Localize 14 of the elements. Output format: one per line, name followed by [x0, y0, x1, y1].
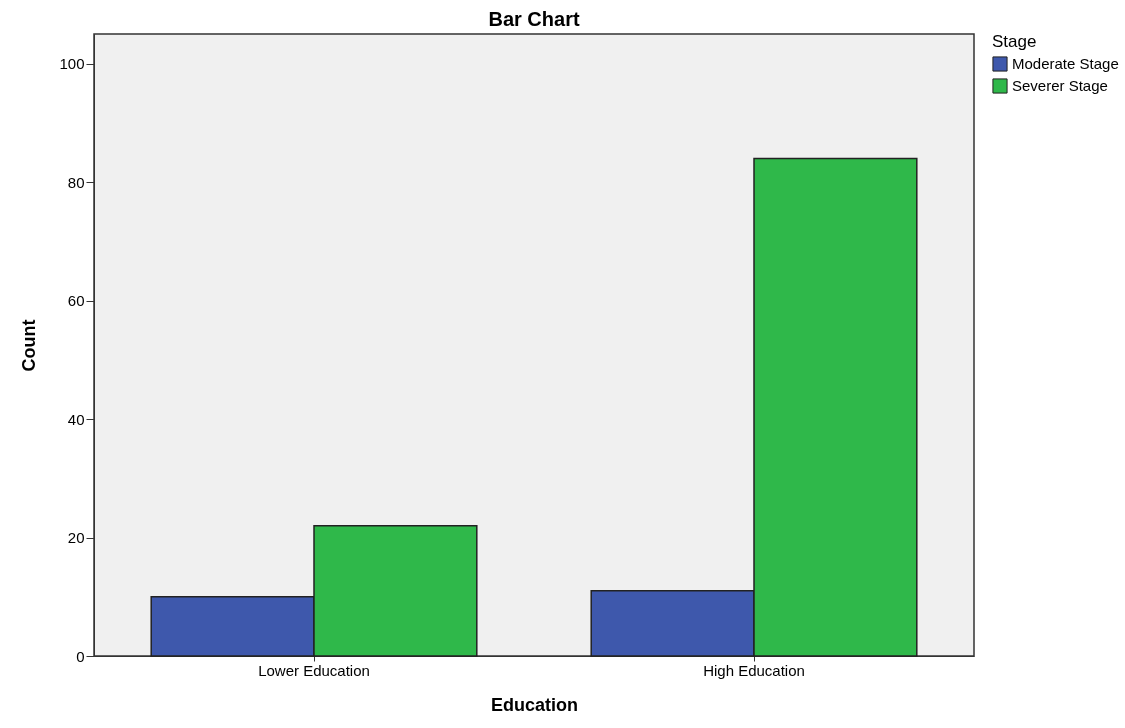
legend-label: Severer Stage — [1012, 77, 1108, 94]
legend-label: Moderate Stage — [1012, 55, 1119, 72]
legend-title: Stage — [992, 32, 1037, 51]
y-tick-label: 0 — [76, 647, 85, 665]
x-tick-label: High Education — [703, 661, 805, 679]
y-tick-label: 60 — [67, 292, 85, 310]
x-axis-title: Education — [490, 694, 579, 715]
y-tick-label: 20 — [67, 529, 85, 547]
x-tick-label: Lower Education — [258, 661, 370, 679]
chart-title: Bar Chart — [488, 8, 580, 30]
y-axis-title: Count — [19, 319, 40, 372]
y-tick-label: 40 — [67, 410, 85, 428]
y-tick-label: 80 — [67, 173, 85, 191]
y-tick-label: 100 — [59, 55, 85, 73]
